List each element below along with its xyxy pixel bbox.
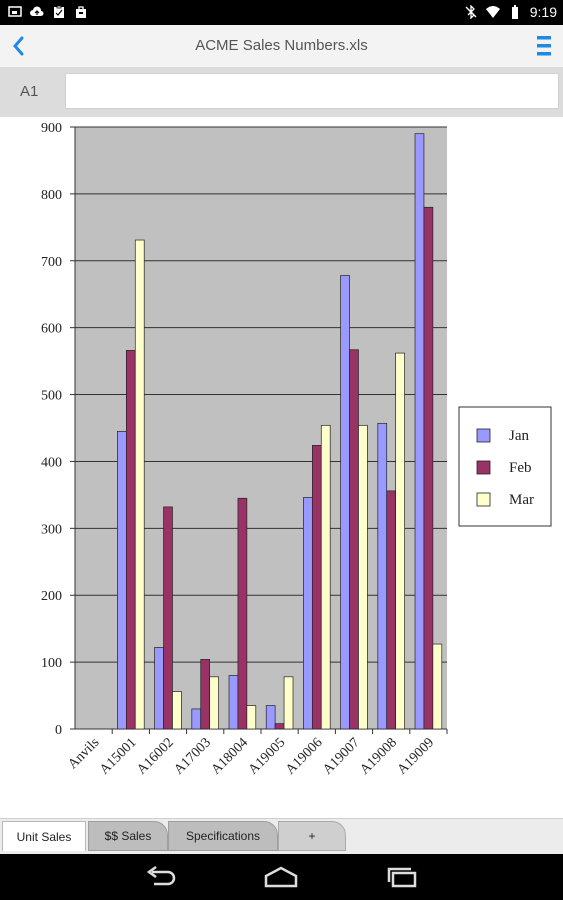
y-tick-label: 900: [41, 121, 62, 136]
bar-feb: [423, 206, 434, 730]
bar-mar: [134, 239, 145, 730]
tab-dollar-sales[interactable]: $$ Sales: [88, 821, 168, 851]
y-tick-label: 100: [41, 656, 62, 671]
chart-area: 0 100 200 300 400 500 600 700 800 900 Anvils A15001…: [0, 117, 563, 818]
bar-feb: [125, 350, 136, 730]
notification-icons: [8, 5, 88, 19]
bar-mar: [283, 676, 294, 730]
back-chevron-icon[interactable]: [6, 32, 32, 60]
status-bar: 9:19: [0, 0, 563, 25]
cloud-upload-icon: [30, 6, 44, 17]
bar-feb: [274, 723, 285, 730]
bar-feb: [349, 349, 359, 730]
wifi-icon: [485, 6, 500, 18]
bluetooth-off-icon: [465, 5, 477, 19]
bar-jan: [154, 647, 164, 730]
bar-mar: [320, 424, 331, 730]
screen-icon: [8, 6, 22, 17]
bar-mar: [172, 691, 182, 730]
clock: 9:19: [529, 4, 557, 20]
y-tick-label: 700: [41, 255, 62, 270]
y-tick-label: 300: [41, 522, 62, 537]
navigation-bar: [0, 854, 563, 900]
y-tick-label: 800: [41, 188, 62, 203]
bar-feb: [163, 506, 173, 730]
legend-label-mar: Mar: [509, 492, 534, 508]
x-tick-label: A18004: [209, 735, 252, 778]
bar-jan: [340, 275, 350, 730]
y-tick-label: 600: [41, 322, 62, 337]
legend-label-jan: Jan: [509, 428, 529, 444]
document-title: ACME Sales Numbers.xls: [195, 37, 368, 54]
cell-reference[interactable]: A1: [20, 83, 39, 100]
bar-jan: [265, 705, 276, 730]
bar-feb: [386, 490, 397, 730]
x-tick-label: A19009: [395, 735, 438, 778]
bar-feb: [200, 659, 211, 730]
legend-swatch-mar: [476, 492, 491, 507]
legend-box: [458, 406, 552, 527]
legend-label-feb: Feb: [509, 460, 532, 476]
bag-icon: [76, 6, 86, 18]
tab-specifications[interactable]: Specifications: [168, 821, 278, 851]
x-tick-label: A17003: [172, 735, 215, 778]
bar-jan: [377, 422, 388, 730]
system-icons: 9:19: [464, 4, 557, 20]
x-tick-label: A15001: [97, 735, 140, 778]
x-tick-label: A16002: [134, 735, 177, 778]
add-sheet-button[interactable]: +: [278, 821, 346, 851]
sheet-tabs: Unit Sales $$ Sales Specifications +: [0, 818, 563, 855]
bar-mar: [209, 676, 219, 730]
formula-input[interactable]: [65, 73, 559, 109]
tab-unit-sales[interactable]: Unit Sales: [2, 821, 86, 851]
bar-feb: [311, 445, 322, 730]
formula-bar: A1: [0, 67, 563, 117]
x-tick-label: A19006: [283, 735, 326, 778]
x-tick-label: A19007: [320, 735, 363, 778]
menu-icon[interactable]: [535, 34, 553, 58]
recent-apps-icon[interactable]: [384, 866, 420, 888]
clipboard-icon: [54, 5, 64, 18]
bar-jan: [228, 675, 239, 730]
y-tick-label: 200: [41, 589, 62, 604]
legend-swatch-feb: [476, 460, 491, 475]
home-icon[interactable]: [263, 866, 299, 888]
bar-mar: [358, 424, 368, 730]
bar-mar: [246, 705, 257, 730]
back-icon[interactable]: [144, 866, 180, 888]
x-tick-label: A19005: [246, 735, 289, 778]
bar-jan: [191, 708, 202, 730]
y-tick-label: 400: [41, 455, 62, 470]
bar-jan: [414, 133, 425, 730]
y-tick-label: 500: [41, 389, 62, 404]
bar-feb: [237, 497, 248, 730]
bar-jan: [117, 430, 127, 730]
y-tick-label: 0: [55, 723, 62, 738]
legend-swatch-jan: [476, 428, 491, 443]
bar-mar: [432, 643, 443, 730]
bar-chart: 0100200300400500600700800900AnvilsA15001…: [41, 121, 552, 778]
x-tick-label: A19008: [358, 735, 401, 778]
bar-mar: [395, 352, 405, 730]
battery-icon: [511, 5, 518, 19]
bar-jan: [303, 497, 313, 730]
action-bar: ACME Sales Numbers.xls: [0, 25, 563, 68]
